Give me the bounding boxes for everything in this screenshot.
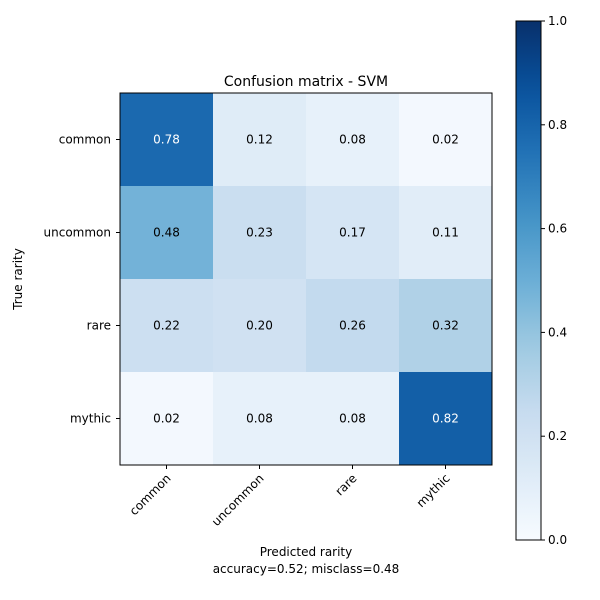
cell-value-label: 0.08: [246, 412, 273, 426]
cell-value-label: 0.02: [153, 412, 180, 426]
colorbar-gradient: [516, 21, 541, 540]
cell-value-label: 0.23: [246, 226, 273, 240]
y-tick-label: rare: [87, 319, 111, 333]
y-axis-label: True rarity: [11, 248, 25, 311]
cell-value-label: 0.12: [246, 133, 273, 147]
heatmap-cell: [213, 372, 307, 466]
x-tick-label: common: [127, 471, 174, 518]
heatmap-cell: [120, 93, 214, 187]
cell-value-label: 0.78: [153, 133, 180, 147]
colorbar-tick-label: 0.0: [548, 533, 567, 547]
y-axis-ticks: common uncommon rare mythic: [44, 133, 120, 426]
heatmap-cell: [213, 279, 307, 373]
x-axis-label: Predicted rarity: [260, 545, 353, 559]
heatmap-cell: [399, 279, 493, 373]
heatmap-cell: [213, 93, 307, 187]
cell-value-label: 0.26: [339, 319, 366, 333]
colorbar-tick-label: 0.4: [548, 325, 567, 339]
cell-value-label: 0.32: [432, 319, 459, 333]
x-tick-label: mythic: [414, 471, 453, 510]
heatmap-cell: [306, 279, 400, 373]
heatmap-cell: [399, 186, 493, 280]
heatmap-cell: [120, 372, 214, 466]
y-tick-label: mythic: [70, 412, 111, 426]
heatmap-cell: [213, 186, 307, 280]
heatmap-cell: [399, 93, 493, 187]
colorbar-ticks: 0.0 0.2 0.4 0.6 0.8 1.0: [541, 14, 567, 547]
cell-value-label: 0.08: [339, 412, 366, 426]
cell-value-label: 0.17: [339, 226, 366, 240]
colorbar-tick-label: 0.6: [548, 222, 567, 236]
x-tick-label: uncommon: [209, 471, 267, 529]
y-tick-label: uncommon: [44, 226, 111, 240]
cell-value-label: 0.08: [339, 133, 366, 147]
cell-value-label: 0.02: [432, 133, 459, 147]
x-axis-note: accuracy=0.52; misclass=0.48: [213, 562, 400, 576]
colorbar-tick-label: 0.2: [548, 429, 567, 443]
heatmap-cell-labels: 0.78 0.12 0.08 0.02 0.48 0.23 0.17 0.11 0.22 0.20…: [153, 133, 459, 426]
x-axis-ticks: common uncommon rare mythic: [127, 465, 453, 529]
x-tick-label: rare: [333, 471, 360, 498]
colorbar-tick-label: 0.8: [548, 118, 567, 132]
heatmap-cell: [306, 186, 400, 280]
heatmap-cell: [306, 93, 400, 187]
colorbar: 0.0 0.2 0.4 0.6 0.8 1.0: [515, 14, 567, 547]
cell-value-label: 0.22: [153, 319, 180, 333]
heatmap-cell: [399, 372, 493, 466]
colorbar-tick-label: 1.0: [548, 14, 567, 28]
y-tick-label: common: [59, 133, 111, 147]
plot-frame: [119, 92, 493, 466]
cell-value-label: 0.20: [246, 319, 273, 333]
cell-value-label: 0.48: [153, 226, 180, 240]
cell-value-label: 0.11: [432, 226, 459, 240]
colorbar-frame: [515, 20, 542, 541]
cell-value-label: 0.82: [432, 412, 459, 426]
heatmap-cell: [120, 279, 214, 373]
heatmap-cell: [306, 372, 400, 466]
chart-title: Confusion matrix - SVM: [224, 74, 388, 90]
heatmap-cell: [120, 186, 214, 280]
heatmap-cells: [120, 93, 493, 466]
